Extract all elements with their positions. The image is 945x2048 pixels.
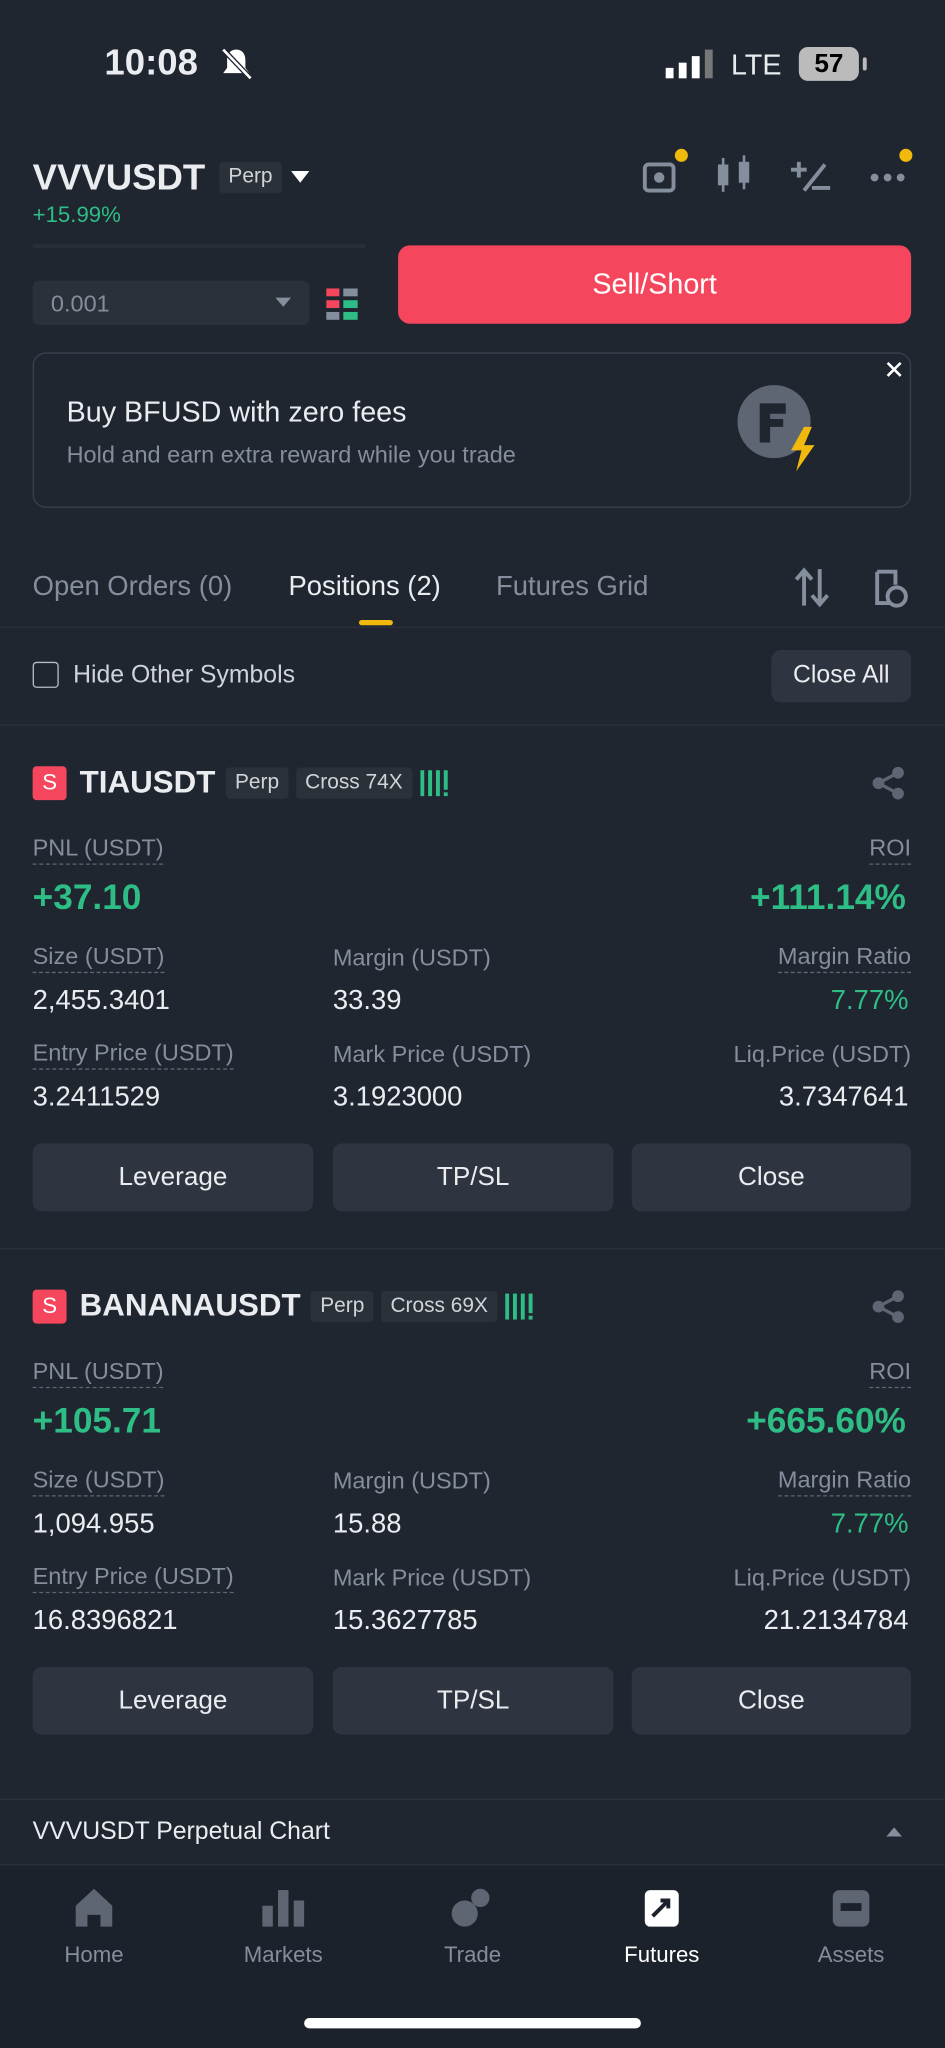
- margin: 15.88: [332, 1508, 402, 1539]
- symbol[interactable]: VVVUSDT: [32, 156, 206, 198]
- tab[interactable]: Futures Grid: [496, 571, 649, 602]
- roi-label: ROI: [869, 835, 912, 865]
- risk-bars: [419, 770, 448, 797]
- quantity-caret: [275, 297, 292, 307]
- side-badge: S: [32, 1289, 67, 1324]
- position-button[interactable]: TP/SL: [332, 1666, 614, 1735]
- banner-icon: [737, 385, 815, 472]
- nav-item[interactable]: Home: [64, 1942, 124, 1968]
- margin-label: Margin (USDT): [332, 944, 491, 971]
- nav-item[interactable]: Trade: [443, 1942, 502, 1968]
- separator: [0, 1798, 945, 1801]
- position-symbol: BANANAUSDT: [79, 1288, 301, 1324]
- separator: [0, 626, 945, 628]
- nav-item[interactable]: Markets: [243, 1942, 323, 1968]
- progress-track: [32, 244, 366, 249]
- status-time: 10:08: [104, 41, 198, 83]
- liq: 21.2134784: [763, 1605, 909, 1636]
- entry-label: Entry Price (USDT): [32, 1040, 234, 1070]
- risk-bars: [504, 1293, 533, 1320]
- pnl-label: PNL (USDT): [32, 1358, 164, 1389]
- tab[interactable]: Open Orders (0): [32, 571, 233, 602]
- perp-tag: Perp: [219, 161, 282, 194]
- chart-bar-label[interactable]: VVVUSDT Perpetual Chart: [32, 1818, 330, 1846]
- chart-bar-caret[interactable]: [886, 1826, 902, 1838]
- quantity-box[interactable]: [32, 280, 310, 326]
- position-mode: Cross 69X: [381, 1290, 498, 1323]
- entry-label: Entry Price (USDT): [32, 1563, 234, 1594]
- network-label: LTE: [730, 48, 782, 81]
- margin: 33.39: [332, 985, 402, 1016]
- mark-label: Mark Price (USDT): [332, 1564, 532, 1591]
- banner-subtitle: Hold and earn extra reward while you tra…: [66, 441, 516, 468]
- signal-icon: [665, 49, 713, 79]
- position-mode: Cross 74X: [296, 767, 412, 799]
- banner-close[interactable]: [886, 361, 902, 378]
- position-button[interactable]: TP/SL: [332, 1143, 614, 1212]
- position-button[interactable]: Close: [631, 1666, 912, 1735]
- pnl: +37.10: [32, 877, 142, 917]
- hide-label[interactable]: Hide Other Symbols: [73, 661, 296, 690]
- tab-indicator: [358, 620, 393, 626]
- nav-item[interactable]: Assets: [817, 1942, 885, 1968]
- checkbox[interactable]: [32, 661, 59, 688]
- symbol-row[interactable]: TIAUSDT Perp Cross 74X: [80, 765, 449, 802]
- banner-title: Buy BFUSD with zero fees: [66, 395, 407, 429]
- nav-item[interactable]: Futures: [624, 1942, 700, 1968]
- nav-icons: [75, 1888, 870, 1927]
- battery-tip: [862, 57, 867, 71]
- change: +15.99%: [32, 202, 121, 228]
- position-button[interactable]: Close: [631, 1143, 912, 1212]
- symbol-row[interactable]: BANANAUSDT Perp Cross 69X: [80, 1288, 534, 1325]
- header-icons[interactable]: [642, 148, 916, 201]
- mark: 3.1923000: [332, 1082, 463, 1113]
- margin-label: Margin (USDT): [332, 1467, 491, 1494]
- mark-label: Mark Price (USDT): [332, 1040, 532, 1068]
- dropdown-caret[interactable]: [290, 170, 311, 186]
- roi: +111.14%: [750, 877, 906, 917]
- separator: [0, 1247, 945, 1250]
- tab-icons[interactable]: [794, 567, 911, 609]
- banner[interactable]: [32, 352, 912, 508]
- size-label: Size (USDT): [32, 943, 165, 974]
- mute-icon: [221, 47, 253, 81]
- position-symbol: TIAUSDT: [79, 764, 216, 801]
- margin_ratio-label: Margin Ratio: [777, 1467, 912, 1497]
- position-tag: Perp: [225, 767, 289, 799]
- entry: 3.2411529: [32, 1082, 161, 1113]
- share-icon[interactable]: [872, 1290, 906, 1324]
- separator: [0, 724, 945, 726]
- mark: 15.3627785: [332, 1605, 478, 1636]
- home-indicator: [304, 2017, 641, 2029]
- roi-label: ROI: [869, 1358, 912, 1389]
- pnl: +105.71: [32, 1401, 162, 1441]
- side-badge: S: [32, 766, 67, 801]
- margin_ratio: 7.77%: [830, 1508, 909, 1539]
- margin_ratio-label: Margin Ratio: [777, 943, 912, 974]
- size-label: Size (USDT): [32, 1467, 165, 1497]
- share-icon[interactable]: [872, 766, 906, 800]
- tab-active[interactable]: Positions (2): [288, 571, 441, 602]
- orderbook-icon[interactable]: [326, 288, 358, 320]
- pnl-label: PNL (USDT): [32, 835, 164, 865]
- quantity[interactable]: 0.001: [50, 290, 110, 317]
- position-button[interactable]: Leverage: [32, 1143, 314, 1212]
- liq-label: Liq.Price (USDT): [733, 1564, 912, 1591]
- sell-button[interactable]: Sell/Short: [398, 245, 912, 324]
- position-button[interactable]: Leverage: [32, 1666, 314, 1735]
- liq: 3.7347641: [778, 1082, 909, 1113]
- margin_ratio: 7.77%: [830, 985, 909, 1016]
- liq-label: Liq.Price (USDT): [733, 1040, 912, 1068]
- close-all-button[interactable]: Close All: [771, 650, 912, 703]
- entry: 16.8396821: [32, 1605, 178, 1636]
- size: 1,094.955: [32, 1508, 155, 1539]
- size: 2,455.3401: [32, 985, 170, 1016]
- battery: 57: [798, 46, 859, 81]
- roi: +665.60%: [746, 1401, 906, 1441]
- position-tag: Perp: [311, 1290, 374, 1323]
